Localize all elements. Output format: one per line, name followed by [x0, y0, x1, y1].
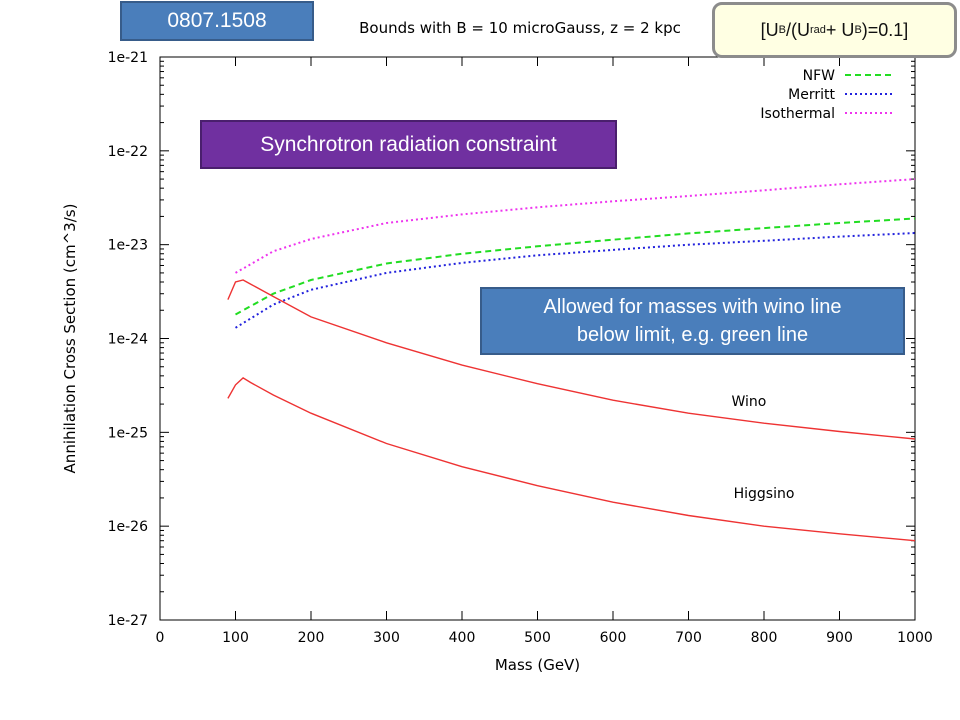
allowed-note-line-2: below limit, e.g. green line	[576, 324, 809, 346]
chart-axes: 0 100 200 300 400 500 600 700 800 900 1000 1e-27 1e-…	[61, 19, 933, 674]
ratio-part: [U	[760, 19, 779, 40]
curve-label-wino: Wino	[731, 394, 766, 410]
x-tick-label: 300	[373, 630, 400, 646]
x-axis-label: Mass (GeV)	[495, 656, 580, 674]
x-tick-label: 200	[298, 630, 325, 646]
x-tick-label: 700	[675, 630, 702, 646]
legend-label-merritt: Merritt	[788, 87, 835, 103]
chart-series	[227, 178, 916, 542]
x-tick-label: 100	[222, 630, 249, 646]
ratio-part: + U	[825, 19, 855, 40]
series-line-wino	[227, 279, 916, 440]
y-tick-label: 1e-22	[108, 144, 148, 160]
series-line-nfw	[235, 217, 916, 316]
chart-legend: NFW Merritt Isothermal	[760, 68, 893, 122]
allowed-note-line-1: Allowed for masses with wino line	[543, 296, 842, 318]
chart-curve-labels: Wino Higgsino	[731, 394, 794, 502]
y-tick-label: 1e-26	[108, 519, 148, 535]
series-line-merritt	[234, 232, 916, 329]
ratio-subscript-rad: rad	[810, 24, 826, 36]
y-tick-label: 1e-21	[108, 50, 148, 66]
synchrotron-constraint-label: Synchrotron radiation constraint	[200, 120, 617, 169]
x-tick-label: 500	[524, 630, 551, 646]
x-tick-label: 900	[826, 630, 853, 646]
y-tick-label: 1e-27	[108, 613, 148, 629]
curve-label-higgsino: Higgsino	[734, 486, 795, 502]
ratio-subscript-b: B	[778, 24, 787, 36]
x-tick-label: 600	[600, 630, 627, 646]
legend-label-nfw: NFW	[803, 68, 836, 84]
arxiv-id-label: 0807.1508	[120, 1, 314, 41]
x-tick-label: 400	[449, 630, 476, 646]
y-axis-label: Annihilation Cross Section (cm^3/s)	[61, 204, 79, 474]
series-line-higgsino	[227, 377, 916, 542]
allowed-region-note: Allowed for masses with wino line below …	[480, 287, 905, 355]
ratio-part: /(U	[786, 19, 811, 40]
y-tick-label: 1e-25	[108, 425, 148, 441]
x-tick-label: 1000	[897, 630, 933, 646]
legend-label-isothermal: Isothermal	[760, 106, 835, 122]
chart-title: Bounds with B = 10 microGauss, z = 2 kpc	[359, 19, 681, 37]
x-tick-label: 0	[156, 630, 165, 646]
x-tick-label: 800	[751, 630, 778, 646]
series-line-isothermal	[235, 178, 916, 274]
ratio-subscript-b: B	[854, 24, 862, 36]
ratio-part: )=0.1]	[861, 19, 909, 40]
y-tick-label: 1e-23	[108, 238, 148, 254]
y-tick-label: 1e-24	[108, 332, 148, 348]
